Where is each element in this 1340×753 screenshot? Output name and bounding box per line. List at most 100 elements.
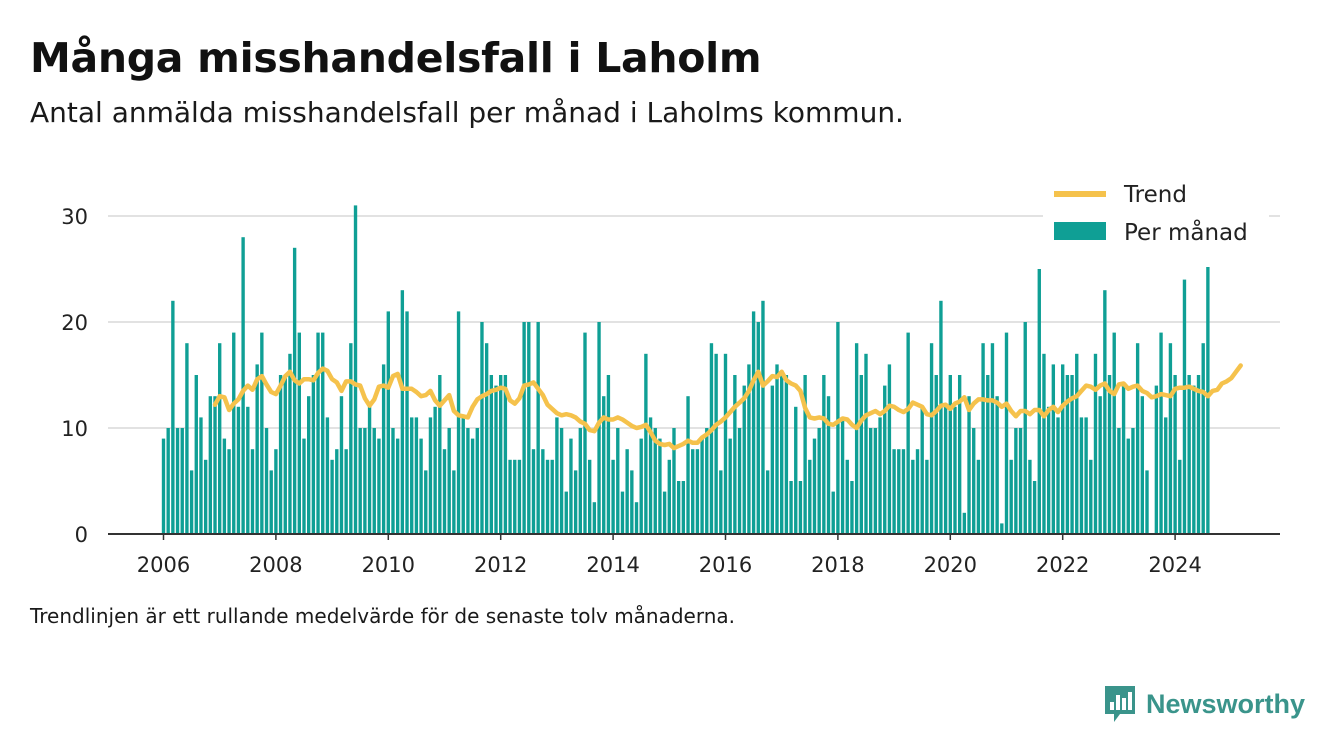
- bar: [1182, 279, 1187, 534]
- y-tick-label: 10: [61, 417, 88, 441]
- bar: [292, 247, 297, 535]
- bar: [1145, 470, 1149, 534]
- bar: [377, 438, 381, 534]
- bar: [1051, 364, 1056, 534]
- bar: [405, 311, 409, 534]
- bar: [339, 396, 344, 534]
- bar: [1178, 459, 1182, 534]
- trend-series: [212, 363, 1243, 451]
- bar: [466, 428, 470, 534]
- bar: [887, 364, 892, 534]
- bar: [822, 375, 826, 534]
- bar: [611, 459, 615, 534]
- bar: [972, 428, 976, 534]
- bar: [1046, 406, 1051, 534]
- trend-line: [212, 363, 1243, 451]
- bar: [353, 205, 358, 534]
- bar: [859, 375, 864, 534]
- bar: [541, 449, 545, 534]
- bar: [400, 290, 405, 534]
- bar: [1192, 385, 1196, 534]
- bar: [817, 428, 821, 534]
- bar: [550, 459, 554, 534]
- bar: [274, 449, 278, 534]
- bar: [1103, 290, 1107, 534]
- bar: [513, 459, 517, 534]
- bar: [555, 417, 559, 534]
- bar: [681, 481, 686, 534]
- bar: [901, 449, 906, 534]
- x-tick-label: 2006: [137, 553, 190, 577]
- bar: [967, 396, 971, 534]
- bar: [1089, 459, 1093, 534]
- bar-series: [161, 205, 1210, 535]
- bar: [517, 459, 522, 534]
- bar: [522, 322, 526, 534]
- bar: [335, 449, 339, 534]
- x-tick-label: 2020: [924, 553, 977, 577]
- bar: [1098, 396, 1102, 534]
- bar: [803, 375, 807, 534]
- bar: [1117, 428, 1121, 534]
- bar: [934, 375, 938, 534]
- bar: [892, 449, 896, 534]
- bar: [269, 470, 273, 534]
- bar: [751, 311, 756, 534]
- bar: [976, 459, 981, 534]
- bar: [189, 470, 194, 534]
- bar: [414, 417, 419, 534]
- bar: [559, 428, 564, 534]
- bar: [691, 449, 695, 534]
- bar: [672, 428, 676, 534]
- bar: [316, 332, 320, 534]
- bar: [367, 406, 372, 534]
- bar: [1173, 375, 1177, 534]
- bar: [330, 459, 334, 534]
- brand-name: Newsworthy: [1146, 688, 1306, 719]
- bar: [255, 364, 259, 534]
- bar: [442, 449, 447, 534]
- bar: [686, 396, 690, 534]
- bar: [161, 438, 166, 534]
- legend-swatch-bars: [1054, 222, 1106, 240]
- bar: [812, 438, 817, 534]
- x-tick-label: 2014: [586, 553, 639, 577]
- bar: [653, 428, 657, 534]
- bar: [503, 375, 508, 534]
- bar: [1154, 385, 1159, 534]
- bar: [953, 406, 957, 534]
- bar: [780, 375, 784, 534]
- bar: [311, 375, 316, 534]
- legend-background: [1043, 175, 1269, 267]
- bar: [775, 364, 779, 534]
- bar: [897, 449, 901, 534]
- bar: [447, 428, 451, 534]
- bar: [676, 481, 681, 534]
- bar: [667, 459, 671, 534]
- chart-area: 0 10 20 30 2006 2008 2010 2012 2014 2016 2018 2020…: [61, 175, 1280, 577]
- bar: [662, 491, 667, 534]
- bar: [1037, 269, 1041, 534]
- bar: [1168, 343, 1173, 534]
- bar: [218, 343, 222, 534]
- bar: [700, 438, 704, 534]
- bar: [1018, 428, 1023, 534]
- bar: [1065, 375, 1070, 534]
- x-tick-label: 2016: [699, 553, 752, 577]
- bar: [644, 353, 648, 534]
- bar: [709, 343, 714, 534]
- bar: [1009, 459, 1013, 534]
- bar: [480, 322, 484, 534]
- bar: [241, 237, 245, 534]
- bar: [906, 332, 910, 534]
- legend-label-bars: Per månad: [1124, 218, 1248, 246]
- bar: [283, 375, 287, 534]
- bar: [915, 449, 920, 534]
- bar: [1014, 428, 1018, 534]
- bar: [939, 300, 943, 534]
- bar: [1112, 332, 1116, 534]
- bar: [620, 491, 625, 534]
- bar: [742, 385, 746, 534]
- bar: [995, 396, 999, 534]
- bar: [433, 406, 437, 534]
